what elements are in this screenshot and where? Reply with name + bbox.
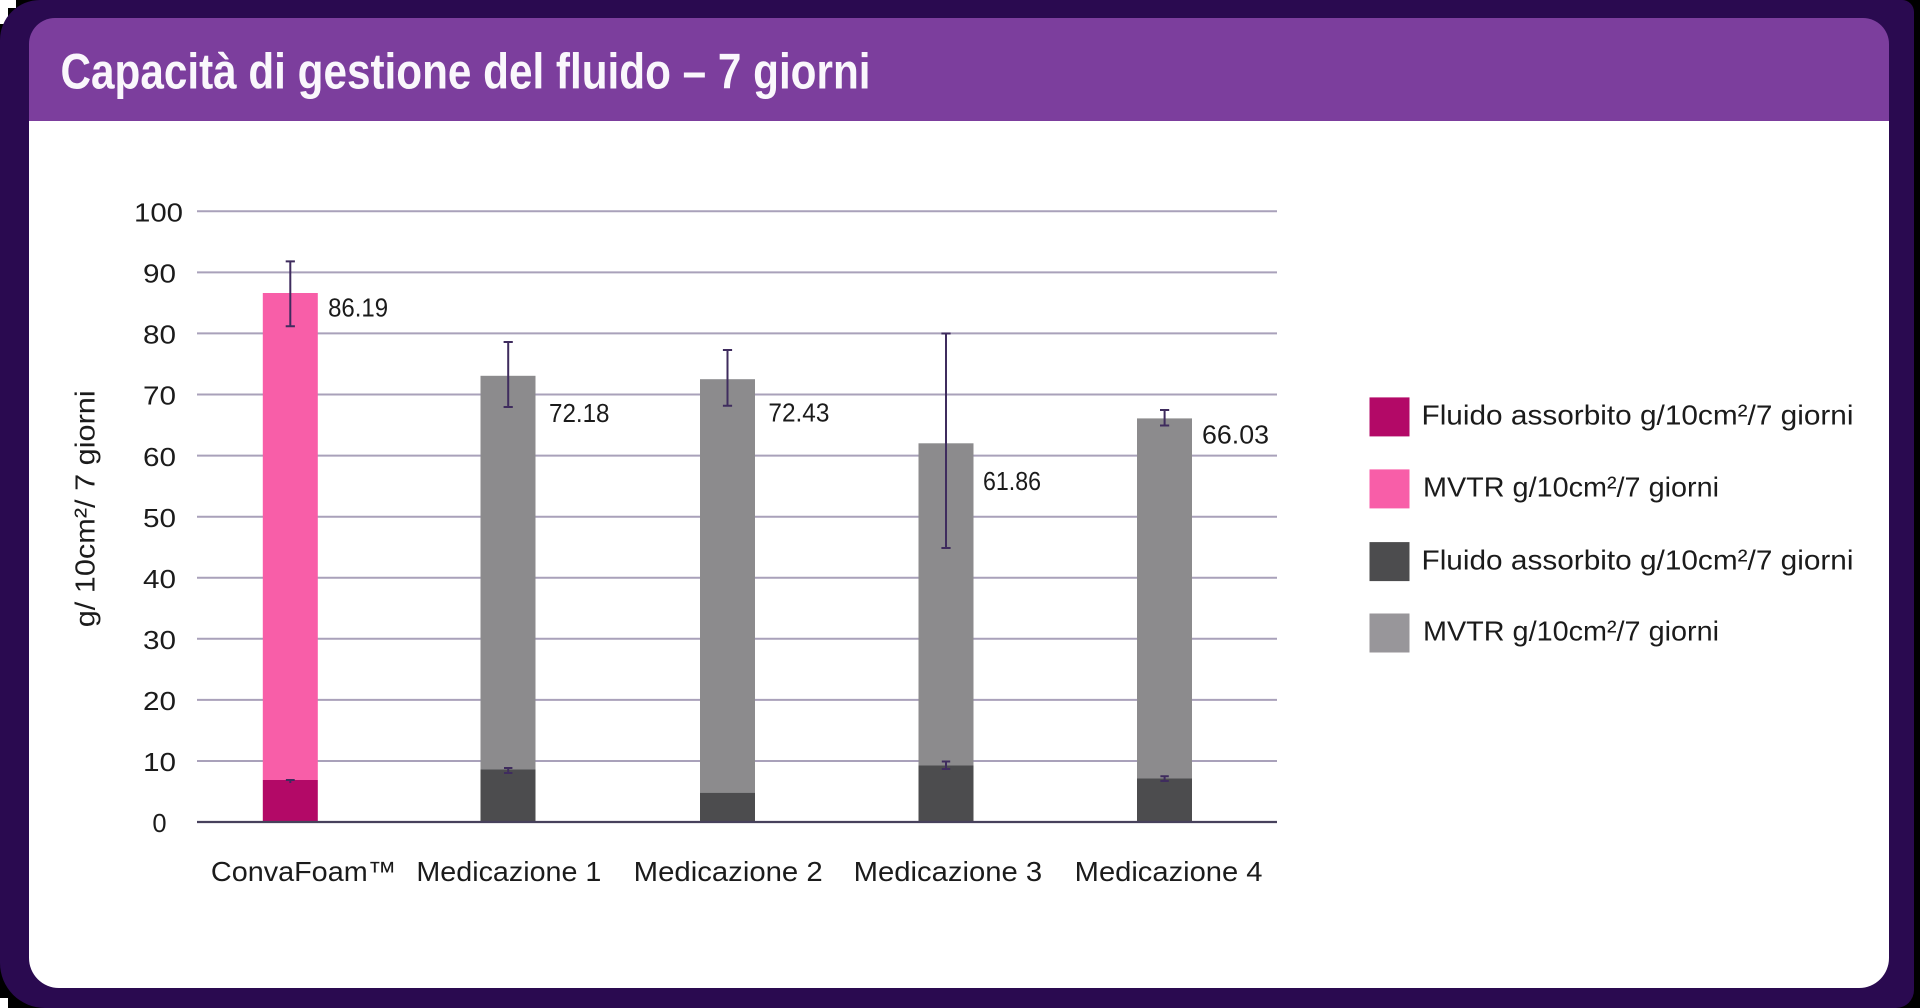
svg-text:66.03: 66.03: [1202, 422, 1269, 450]
svg-text:30: 30: [143, 627, 176, 655]
svg-text:70: 70: [143, 383, 176, 411]
svg-text:Medicazione 4: Medicazione 4: [1075, 856, 1263, 887]
svg-text:20: 20: [143, 688, 176, 716]
svg-text:61.86: 61.86: [983, 468, 1041, 496]
svg-text:g/ 10cm²/ 7 giorni: g/ 10cm²/ 7 giorni: [70, 390, 101, 627]
svg-text:Fluido assorbito g/10cm²/7 gio: Fluido assorbito g/10cm²/7 giorni: [1422, 544, 1854, 575]
svg-text:100: 100: [134, 200, 183, 228]
svg-text:80: 80: [143, 322, 176, 350]
svg-text:60: 60: [143, 444, 176, 472]
svg-text:90: 90: [143, 261, 176, 289]
svg-text:72.43: 72.43: [768, 400, 829, 428]
svg-text:MVTR g/10cm²/7 giorni: MVTR g/10cm²/7 giorni: [1423, 472, 1719, 503]
svg-text:50: 50: [143, 505, 176, 533]
svg-text:Medicazione 1: Medicazione 1: [416, 856, 601, 887]
svg-text:ConvaFoam™: ConvaFoam™: [211, 856, 397, 887]
svg-text:10: 10: [143, 749, 176, 777]
svg-text:0: 0: [152, 810, 166, 838]
svg-text:Medicazione 2: Medicazione 2: [634, 856, 823, 887]
svg-text:MVTR g/10cm²/7 giorni: MVTR g/10cm²/7 giorni: [1423, 616, 1719, 647]
svg-text:Medicazione 3: Medicazione 3: [854, 856, 1043, 887]
svg-text:72.18: 72.18: [549, 400, 610, 428]
svg-text:Fluido assorbito g/10cm²/7 gio: Fluido assorbito g/10cm²/7 giorni: [1422, 400, 1854, 431]
svg-text:86.19: 86.19: [328, 295, 388, 323]
svg-text:Capacità di gestione del fluid: Capacità di gestione del fluido – 7 gior…: [61, 44, 871, 100]
svg-text:40: 40: [143, 566, 176, 594]
